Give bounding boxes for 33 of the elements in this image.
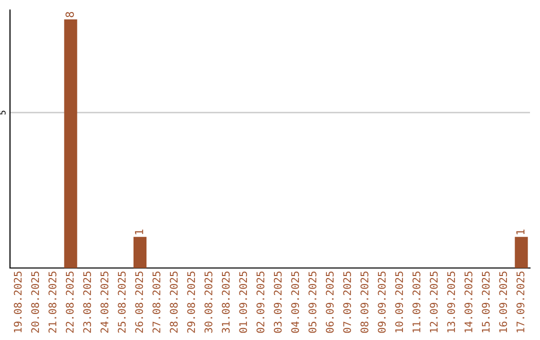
data-label: 1 (516, 230, 524, 234)
x-tick-label: 07.09.2025 (343, 272, 352, 333)
x-tick-label: 28.08.2025 (170, 272, 178, 333)
x-tick-label: 25.08.2025 (118, 272, 126, 333)
x-tick-label: 08.09.2025 (360, 272, 368, 333)
x-tick-label: 11.09.2025 (412, 272, 420, 332)
data-label: 1 (134, 230, 144, 234)
x-tick-label: 10.09.2025 (395, 272, 404, 332)
x-tick-label: 19.08.2025 (14, 272, 22, 332)
x-tick-label: 04.09.2025 (291, 272, 300, 333)
x-tick-label: 23.08.2025 (83, 272, 92, 333)
x-tick-label: 24.08.2025 (100, 272, 108, 333)
x-tick-label: 29.08.2025 (187, 272, 196, 333)
x-tick-label: 12.09.2025 (430, 272, 438, 332)
x-tick-label: 02.09.2025 (256, 272, 264, 333)
x-tick-label: 17.09.2025 (516, 272, 524, 332)
x-tick-label: 06.09.2025 (326, 272, 334, 333)
x-tick-label: 26.08.2025 (135, 272, 144, 333)
x-tick-label: 21.08.2025 (48, 272, 56, 333)
data-label: 8 (66, 12, 74, 18)
x-tick-label: 09.09.2025 (378, 272, 386, 333)
x-tick-label: 13.09.2025 (447, 272, 456, 332)
x-tick-label: 14.09.2025 (464, 272, 472, 332)
x-tick-label: 27.08.2025 (152, 272, 160, 333)
x-tick-label: 22.08.2025 (66, 272, 74, 333)
x-tick-label: 16.09.2025 (499, 272, 508, 332)
x-tick-label: 05.09.2025 (308, 272, 316, 333)
x-tick-label: 20.08.2025 (31, 272, 40, 333)
x-tick-label: 15.09.2025 (482, 272, 490, 332)
x-tick-label: 30.08.2025 (204, 272, 212, 333)
x-tick-label: 01.09.2025 (239, 272, 248, 333)
x-tick-label: 31.08.2025 (222, 272, 230, 333)
x-tick-label: 03.09.2025 (274, 272, 282, 333)
